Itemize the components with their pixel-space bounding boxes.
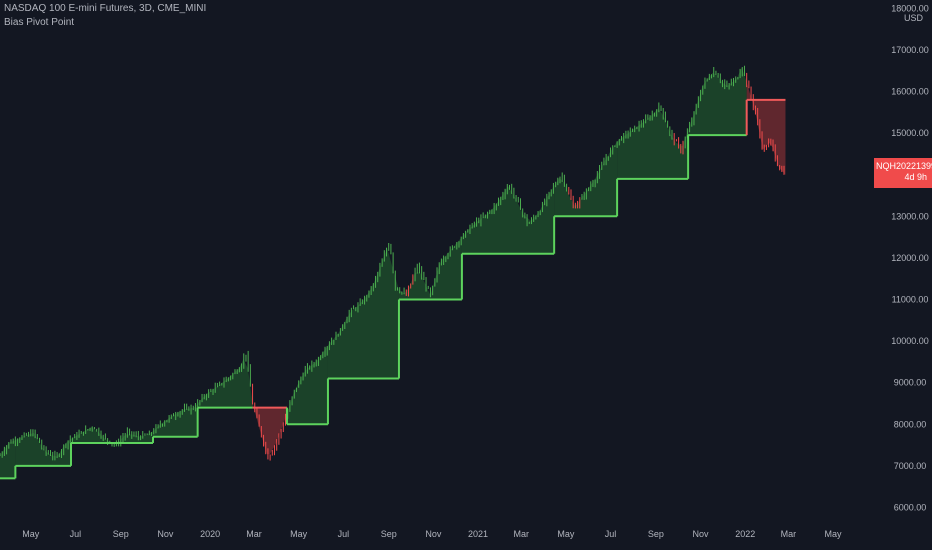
pivot-fill-0	[0, 440, 16, 479]
last-price-label: 13996.00	[916, 161, 932, 171]
current-price-badge: NQH2022 13996.00 4d 9h	[874, 158, 932, 188]
time-tick-label: 2022	[735, 529, 755, 539]
time-tick-label: Mar	[781, 529, 797, 539]
price-axis: 6000.00 7000.00 8000.00 9000.00 10000.00 1100…	[891, 3, 929, 512]
time-tick-label: Sep	[648, 529, 664, 539]
pivot-fill-13	[746, 82, 786, 175]
pivot-fill-9	[461, 185, 555, 254]
time-tick-label: Sep	[113, 529, 129, 539]
pivot-fill-11	[617, 107, 689, 179]
price-tick-label: 9000.00	[894, 378, 927, 388]
time-tick-label: May	[22, 529, 40, 539]
indicator-title[interactable]: Bias Pivot Point	[4, 17, 75, 28]
time-tick-label: Nov	[425, 529, 442, 539]
time-axis: May Jul Sep Nov 2020 Mar May Jul Sep Nov 2021 Mar Ma…	[22, 529, 842, 539]
pivot-fill-10	[554, 141, 618, 217]
ticker-label: NQH2022	[876, 161, 917, 171]
price-tick-label: 17000.00	[891, 45, 929, 55]
price-bars	[0, 65, 785, 461]
price-tick-label: 7000.00	[894, 461, 927, 471]
time-tick-label: Nov	[693, 529, 710, 539]
pivot-fill-2	[71, 427, 153, 443]
time-tick-label: 2021	[468, 529, 488, 539]
price-tick-label: 10000.00	[891, 336, 929, 346]
bar-countdown: 4d 9h	[904, 172, 927, 182]
pivot-fill-5	[252, 403, 287, 455]
price-tick-label: 8000.00	[894, 419, 927, 429]
price-tick-label: 12000.00	[891, 253, 929, 263]
pivot-fill-8	[398, 237, 462, 300]
price-tick-label: 6000.00	[894, 502, 927, 512]
price-tick-label: 15000.00	[891, 128, 929, 138]
pivot-fill-12	[688, 67, 747, 136]
price-tick-label: 18000.00	[891, 3, 929, 13]
time-tick-label: May	[557, 529, 575, 539]
pivot-lines	[0, 98, 786, 480]
time-tick-label: Mar	[513, 529, 529, 539]
pivot-fill-4	[197, 359, 253, 408]
pivot-fill-1	[15, 432, 72, 466]
pivot-fill-3	[152, 403, 198, 437]
symbol-title[interactable]: NASDAQ 100 E-mini Futures, 3D, CME_MINI	[4, 3, 207, 14]
price-tick-label: 11000.00	[892, 294, 929, 304]
time-tick-label: Mar	[246, 529, 262, 539]
pivot-fill-6	[286, 345, 328, 425]
time-tick-label: Sep	[381, 529, 397, 539]
pivot-fill-7	[327, 247, 399, 379]
time-tick-label: May	[290, 529, 308, 539]
time-tick-label: May	[825, 529, 843, 539]
time-tick-label: 2020	[200, 529, 220, 539]
pivot-fill-areas	[0, 67, 786, 479]
time-tick-label: Jul	[338, 529, 350, 539]
chart-legend: NASDAQ 100 E-mini Futures, 3D, CME_MINI …	[4, 2, 206, 30]
time-tick-label: Jul	[605, 529, 617, 539]
price-tick-label: 13000.00	[891, 211, 929, 221]
time-tick-label: Nov	[157, 529, 174, 539]
time-tick-label: Jul	[70, 529, 82, 539]
price-tick-label: 16000.00	[891, 87, 929, 97]
currency-label[interactable]: USD	[904, 13, 924, 23]
